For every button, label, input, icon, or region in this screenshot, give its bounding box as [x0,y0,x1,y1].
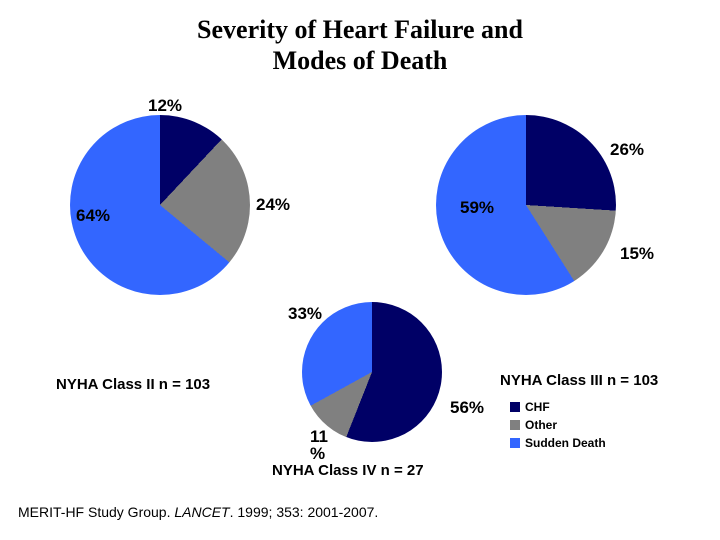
citation: MERIT-HF Study Group. LANCET. 1999; 353:… [18,504,378,520]
pie-nyha-class-4 [302,302,442,442]
slice-label-sudden-3: 59% [460,198,494,218]
caption-nyha-class-2: NYHA Class II n = 103 [56,376,210,393]
slice-label-other-4: 11% [310,428,328,462]
caption-nyha-class-3: NYHA Class III n = 103 [500,372,658,389]
slice-label-chf-2: 12% [148,96,182,116]
legend-swatch-other [510,420,520,430]
title-line1: Severity of Heart Failure and [197,15,523,44]
legend-item-chf: CHF [510,400,606,414]
legend-label-other: Other [525,418,557,432]
slice-label-chf-4: 56% [450,398,484,418]
slice-label-chf-3: 26% [610,140,644,160]
legend-swatch-sudden [510,438,520,448]
legend: CHF Other Sudden Death [510,400,606,454]
legend-item-other: Other [510,418,606,432]
chart-title: Severity of Heart Failure and Modes of D… [0,0,720,76]
legend-label-chf: CHF [525,400,550,414]
title-line2: Modes of Death [273,46,448,75]
slice-label-sudden-2: 64% [76,206,110,226]
slice-label-other-2: 24% [256,195,290,215]
citation-journal: LANCET [174,504,229,520]
legend-label-sudden: Sudden Death [525,436,606,450]
legend-swatch-chf [510,402,520,412]
slice-label-sudden-4: 33% [288,304,322,324]
citation-suffix: . 1999; 353: 2001-2007. [230,504,379,520]
pie-nyha-class-2 [70,115,250,295]
legend-item-sudden: Sudden Death [510,436,606,450]
slice-label-other-3: 15% [620,244,654,264]
citation-prefix: MERIT-HF Study Group. [18,504,174,520]
caption-nyha-class-4: NYHA Class IV n = 27 [272,462,424,479]
